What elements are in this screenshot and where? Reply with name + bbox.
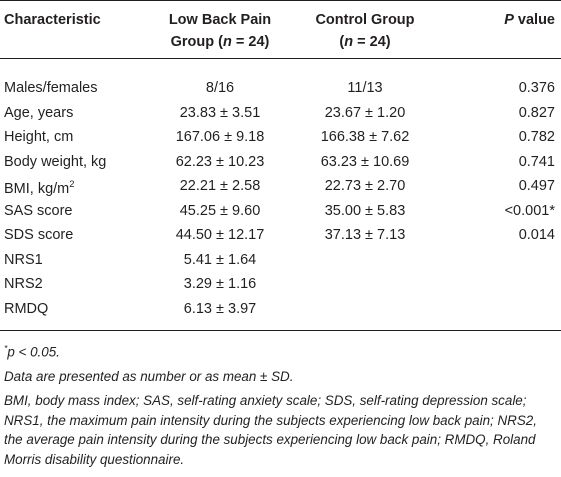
footnote: BMI, body mass index; SAS, self-rating a… bbox=[4, 391, 556, 469]
table-cell: SDS score bbox=[4, 227, 154, 243]
header-cell: P value bbox=[440, 9, 555, 31]
text-run: * bbox=[4, 343, 8, 353]
text-run: SAS score bbox=[4, 202, 73, 219]
table-cell: <0.001* bbox=[504, 202, 555, 219]
table-cell: 23.67 ± 1.20 bbox=[324, 104, 406, 121]
table-cell: 44.50 ± 12.17 bbox=[175, 227, 265, 243]
table-cell: 35.00 ± 5.83 bbox=[324, 202, 406, 219]
table-cell: 0.827 bbox=[518, 104, 555, 121]
table-cell: 11/13 bbox=[347, 80, 383, 96]
text-run: = 24) bbox=[231, 34, 270, 50]
text-run: Characteristic bbox=[4, 12, 101, 28]
text-run: Body weight, kg bbox=[4, 153, 107, 170]
text-run: Males/females bbox=[4, 80, 98, 96]
table-cell: 8/16 bbox=[205, 80, 235, 96]
table-cell: 23.83 ± 3.51 bbox=[179, 104, 261, 121]
header-rule bbox=[0, 58, 561, 59]
table-cell: Age, years bbox=[4, 105, 154, 121]
header-cell: Control Group (n = 24) bbox=[300, 9, 430, 53]
text-run: value bbox=[513, 12, 555, 28]
text-run: NRS2 bbox=[4, 276, 43, 292]
table-cell: 45.25 ± 9.60 bbox=[179, 202, 261, 219]
text-run: 2 bbox=[69, 178, 75, 189]
header-cell: Low Back Pain Group (n = 24) bbox=[150, 9, 290, 53]
table-cell: 37.13 ± 7.13 bbox=[324, 227, 406, 243]
text-run: BMI, body mass index; SAS, self-rating a… bbox=[4, 393, 537, 467]
text-run: n bbox=[223, 34, 232, 50]
table-cell: NRS2 bbox=[4, 276, 154, 292]
table-cell: 63.23 ± 10.69 bbox=[320, 153, 410, 170]
footnotes: *p < 0.05. Data are presented as number o… bbox=[4, 339, 556, 474]
text-run: = 24) bbox=[353, 34, 391, 50]
text-run: P bbox=[504, 12, 514, 28]
text-run: Height, cm bbox=[4, 129, 74, 145]
header-cell: Characteristic bbox=[4, 9, 154, 31]
footnote: Data are presented as number or as mean … bbox=[4, 367, 556, 387]
table-cell: SAS score bbox=[4, 203, 154, 219]
table-cell: 22.73 ± 2.70 bbox=[324, 178, 406, 194]
text-run: Low Back Pain Group ( bbox=[168, 12, 272, 50]
table-cell: 62.23 ± 10.23 bbox=[175, 153, 265, 170]
table-cell: 166.38 ± 7.62 bbox=[320, 129, 410, 145]
table-cell: 22.21 ± 2.58 bbox=[179, 178, 261, 194]
text-run: BMI, kg/m bbox=[4, 180, 70, 197]
table-cell: Males/females bbox=[4, 80, 154, 96]
text-run: Data are presented as number or as mean … bbox=[4, 368, 294, 384]
table-cell: 0.782 bbox=[518, 129, 555, 145]
table-cell: 0.014 bbox=[518, 227, 555, 243]
footnote: *p < 0.05. bbox=[4, 339, 556, 362]
table-cell: NRS1 bbox=[4, 252, 154, 268]
text-run: RMDQ bbox=[4, 300, 49, 317]
table-cell: Body weight, kg bbox=[4, 154, 154, 170]
table-cell: RMDQ bbox=[4, 301, 154, 317]
table-cell: BMI, kg/m2 bbox=[4, 178, 154, 197]
text-run: n bbox=[344, 34, 354, 50]
text-run: NRS1 bbox=[4, 251, 43, 268]
table-cell: 0.376 bbox=[518, 80, 555, 96]
table-cell: Height, cm bbox=[4, 129, 154, 145]
text-run: Age, years bbox=[4, 104, 74, 121]
table-cell: 3.29 ± 1.16 bbox=[183, 276, 257, 292]
top-rule bbox=[0, 0, 561, 1]
table-cell: 0.741 bbox=[518, 153, 555, 170]
table-cell: 0.497 bbox=[518, 178, 555, 194]
text-run: SDS score bbox=[4, 227, 74, 243]
text-run: Control Group ( bbox=[315, 12, 415, 50]
table-cell: 167.06 ± 9.18 bbox=[175, 129, 265, 145]
table-cell: 6.13 ± 3.97 bbox=[183, 300, 257, 317]
bottom-rule bbox=[0, 330, 561, 331]
text-run: p < 0.05. bbox=[7, 344, 60, 360]
table-cell: 5.41 ± 1.64 bbox=[183, 251, 257, 268]
